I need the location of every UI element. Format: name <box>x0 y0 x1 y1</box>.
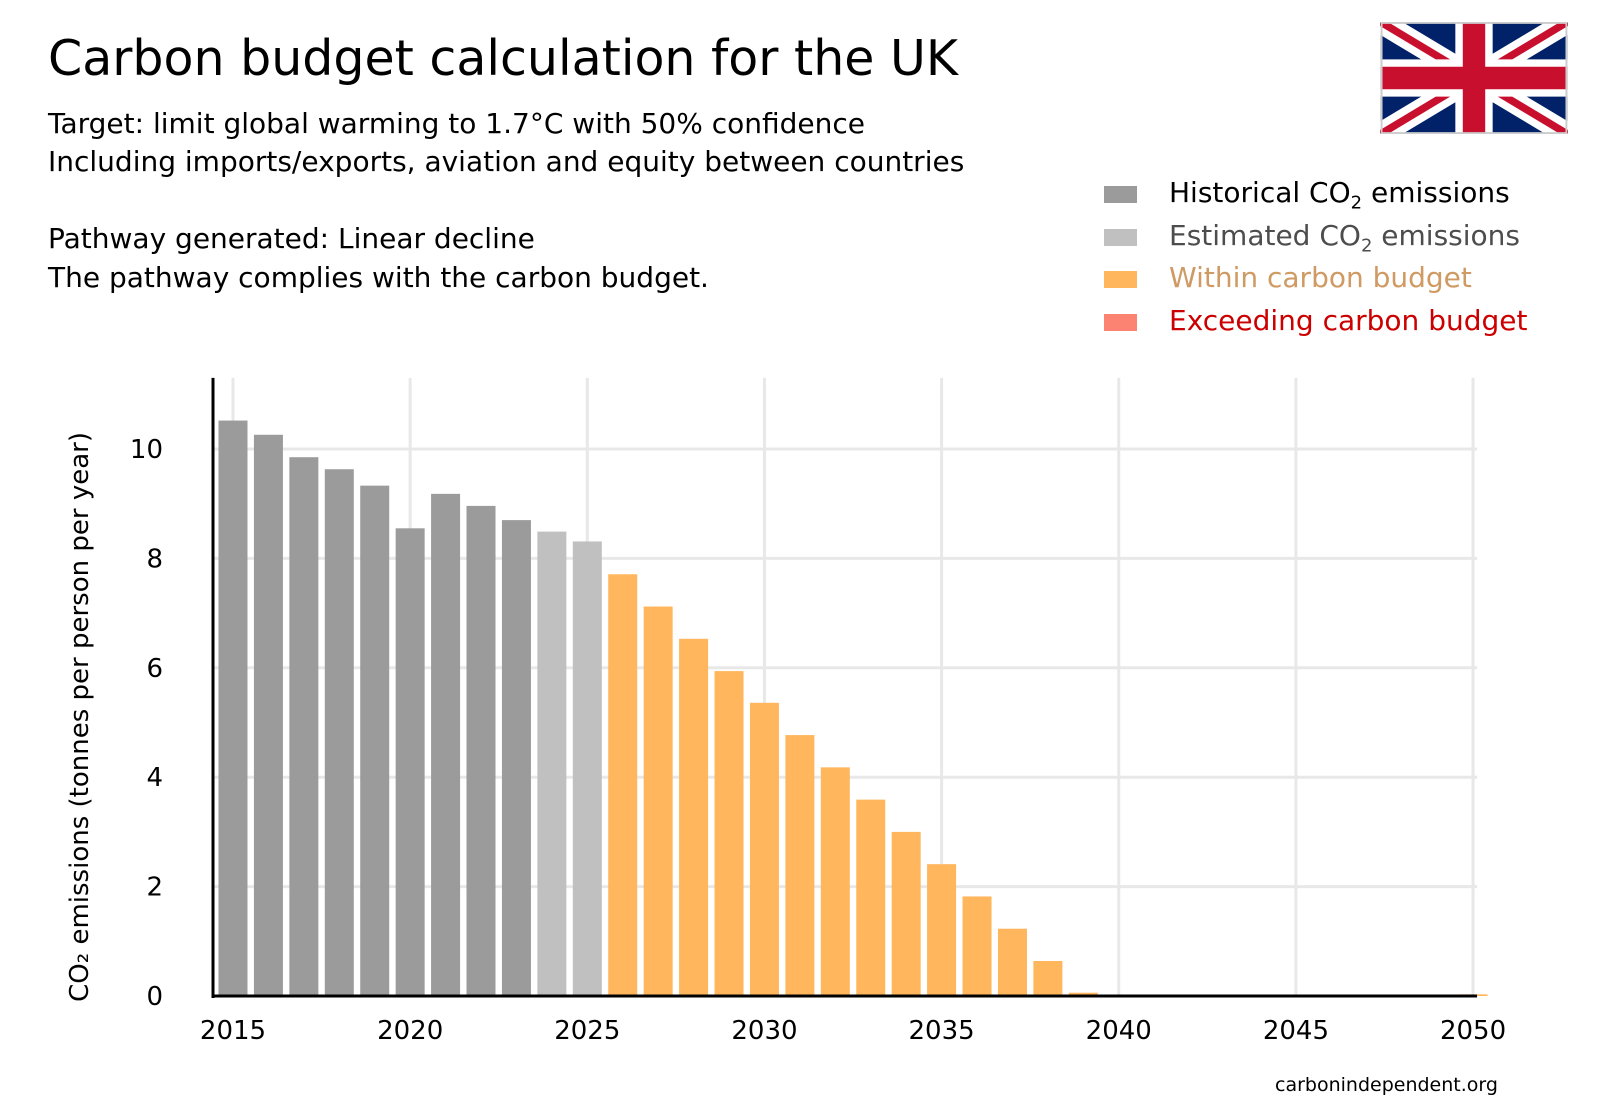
y-axis-label: CO₂ emissions (tonnes per person per yea… <box>65 432 95 1002</box>
y-tick-label: 0 <box>146 982 163 1012</box>
legend-label: Estimated CO2 emissions <box>1169 218 1521 257</box>
x-tick-label: 2050 <box>1440 1016 1506 1046</box>
subtitle-compliance: The pathway complies with the carbon bud… <box>48 261 709 294</box>
x-tick-label: 2040 <box>1086 1016 1152 1046</box>
bar <box>360 485 390 996</box>
bar <box>962 896 992 996</box>
bar <box>501 520 531 996</box>
bar <box>679 638 709 996</box>
y-tick-label: 6 <box>146 654 163 684</box>
bar <box>324 469 354 996</box>
bar <box>927 864 957 996</box>
bar <box>466 505 496 996</box>
legend-swatch <box>1104 313 1137 331</box>
union-jack-flag-icon <box>1380 22 1568 134</box>
bar <box>572 541 602 996</box>
y-tick-label: 2 <box>146 873 163 903</box>
x-tick-label: 2015 <box>200 1016 266 1046</box>
legend-label: Exceeding carbon budget <box>1169 303 1528 337</box>
bar <box>856 799 886 996</box>
x-tick-label: 2030 <box>731 1016 797 1046</box>
bar <box>714 671 744 996</box>
bar <box>253 434 283 996</box>
bar <box>643 606 673 996</box>
subtitle-target: Target: limit global warming to 1.7°C wi… <box>48 107 866 140</box>
chart-title: Carbon budget calculation for the UK <box>48 30 958 87</box>
bar <box>431 493 461 996</box>
legend-label: Historical CO2 emissions <box>1169 176 1510 214</box>
y-tick-label: 10 <box>130 435 163 465</box>
bar <box>395 528 425 996</box>
x-tick-label: 2035 <box>909 1016 975 1046</box>
footer-source: carbonindependent.org <box>1275 1074 1498 1096</box>
subtitle-pathway: Pathway generated: Linear decline <box>48 222 535 255</box>
bar <box>218 420 248 996</box>
bar <box>785 735 815 996</box>
bar <box>608 574 638 996</box>
bar <box>1033 960 1063 996</box>
x-tick-label: 2045 <box>1263 1016 1329 1046</box>
legend-swatch <box>1104 186 1137 203</box>
x-tick-label: 2020 <box>377 1016 443 1046</box>
x-tick-label: 2025 <box>554 1016 620 1046</box>
bar <box>1068 992 1098 996</box>
bar <box>997 928 1027 996</box>
legend-swatch <box>1104 228 1137 246</box>
y-tick-label: 8 <box>146 544 163 574</box>
bar <box>749 702 779 996</box>
subtitle-scope: Including imports/exports, aviation and … <box>48 145 965 178</box>
legend-label: Within carbon budget <box>1169 261 1472 294</box>
bar <box>289 457 319 997</box>
bar <box>820 767 850 996</box>
legend-swatch <box>1104 271 1137 288</box>
bar <box>537 531 567 996</box>
bar <box>891 831 921 996</box>
y-tick-label: 4 <box>146 763 163 793</box>
